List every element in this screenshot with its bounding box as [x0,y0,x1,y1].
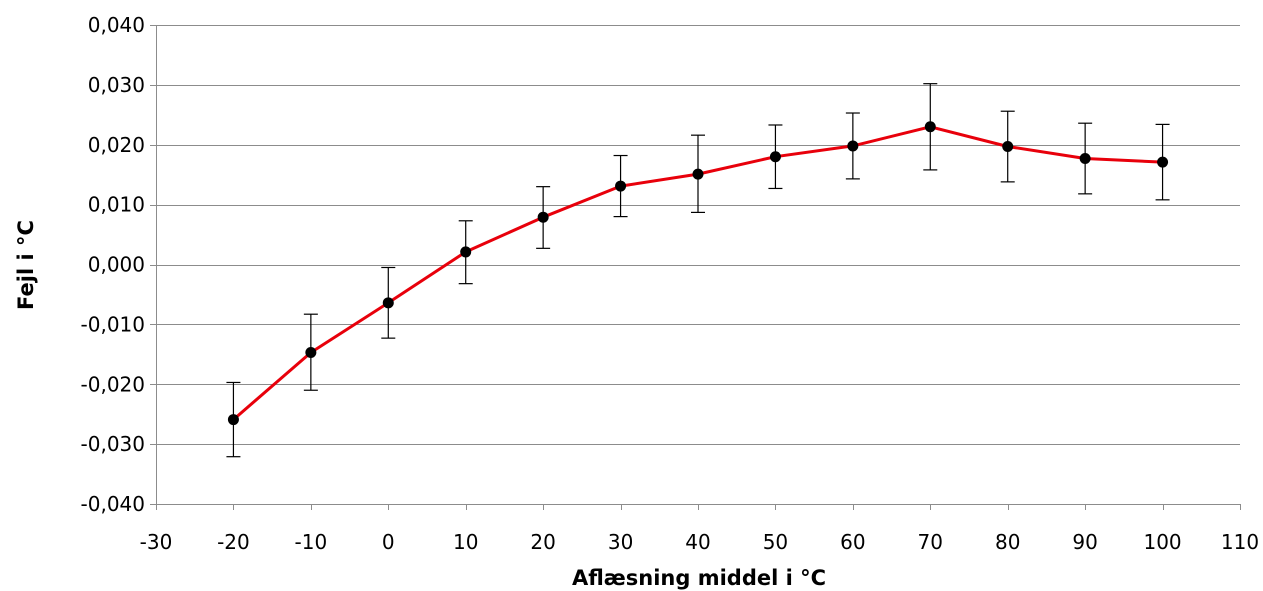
data-point [1079,153,1091,165]
x-tick-label: 80 [995,530,1020,554]
data-point [227,414,239,426]
x-tick-label: 70 [918,530,943,554]
data-point [460,246,472,258]
y-tick-label: -0,020 [81,372,145,396]
y-tick-label: 0,030 [88,73,145,97]
x-tick-label: 20 [530,530,555,554]
axes [150,25,1241,510]
y-tick-labels: -0,040 -0,030 -0,020 -0,010 0,000 0,010 0,020 0… [81,13,145,516]
data-points [227,121,1169,426]
x-tick-label: -30 [140,530,173,554]
x-tick-label: 100 [1143,530,1181,554]
x-tick-label: 30 [608,530,633,554]
error-bars [226,83,1170,458]
y-tick-label: 0,010 [88,193,145,217]
x-tick-label: 110 [1221,530,1259,554]
y-tick-label: 0,000 [88,253,145,277]
x-tick-label: 40 [685,530,710,554]
x-tick-label: 90 [1072,530,1097,554]
x-tick-label: 50 [763,530,788,554]
x-tick-label: -20 [217,530,250,554]
data-point [305,347,317,359]
data-point [924,121,936,133]
x-axis-title: Aflæsning middel i °C [572,566,826,590]
y-tick-label: -0,010 [81,312,145,336]
y-axis-title: Fejl i °C [14,220,38,310]
x-tick-labels: -30 -20 -10 0 10 20 30 40 50 60 70 80 90 100 110 [140,530,1259,554]
x-tick-label: 10 [453,530,478,554]
y-tick-label: -0,030 [81,432,145,456]
data-point [1002,141,1014,153]
x-tick-label: -10 [295,530,328,554]
data-point [615,180,627,192]
data-point [1157,156,1169,168]
data-point [769,151,781,163]
y-tick-label: -0,040 [81,492,145,516]
data-point [382,297,394,309]
x-tick-label: 0 [382,530,395,554]
data-point [537,211,549,223]
y-tick-label: 0,040 [88,13,145,37]
gridlines [156,25,1240,445]
y-tick-label: 0,020 [88,133,145,157]
data-point [692,168,704,180]
x-tick-label: 60 [840,530,865,554]
data-point [847,140,859,152]
